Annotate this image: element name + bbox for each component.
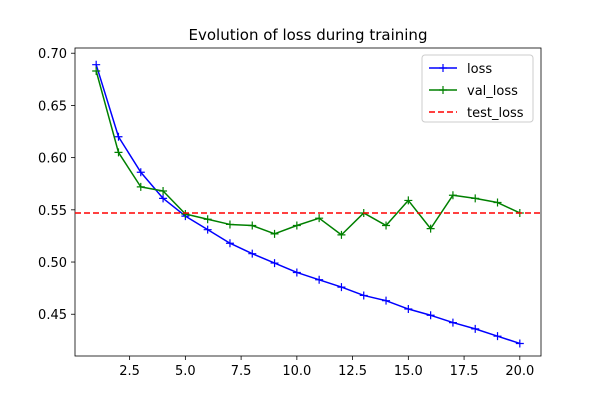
data-point [493, 332, 502, 341]
legend-item: test_loss [429, 106, 524, 121]
data-point [114, 132, 123, 141]
x-tick-label: 7.5 [231, 364, 252, 379]
y-tick-label: 0.60 [38, 152, 67, 167]
data-point [448, 191, 457, 200]
x-tick-label: 12.5 [338, 364, 367, 379]
data-point [225, 220, 234, 229]
data-point [92, 66, 101, 75]
data-point [404, 305, 413, 314]
data-point [248, 249, 257, 258]
legend-item: val_loss [429, 84, 518, 99]
data-point [203, 225, 212, 234]
legend-label: val_loss [467, 84, 518, 99]
data-point [359, 291, 368, 300]
y-tick-label: 0.45 [38, 308, 67, 323]
data-point [136, 168, 145, 177]
data-point [292, 221, 301, 230]
plot-frame [74, 47, 542, 357]
data-point [292, 268, 301, 277]
legend-item: loss [429, 62, 492, 77]
data-point [426, 311, 435, 320]
x-tick-label: 5.0 [175, 364, 196, 379]
data-point [203, 215, 212, 224]
data-point [382, 296, 391, 305]
legend-marker [439, 86, 447, 94]
data-point [471, 324, 480, 333]
data-point [448, 318, 457, 327]
series-loss [92, 60, 524, 348]
y-tick-label: 0.55 [38, 204, 67, 219]
data-point [270, 259, 279, 268]
series-line [95, 70, 521, 236]
data-point [225, 239, 234, 248]
legend-label: test_loss [467, 106, 524, 121]
data-point [159, 187, 168, 196]
chart-title: Evolution of loss during training [189, 26, 428, 44]
data-point [382, 221, 391, 230]
data-point [404, 196, 413, 205]
legend: loss val_loss test_loss [421, 54, 534, 123]
data-point [270, 229, 279, 238]
x-tick-label: 2.5 [119, 364, 140, 379]
data-point [315, 214, 324, 223]
data-point [337, 283, 346, 292]
legend-label: loss [467, 62, 492, 77]
x-tick-label: 10.0 [282, 364, 311, 379]
x-tick-label: 15.0 [394, 364, 423, 379]
data-point [337, 230, 346, 239]
data-point [114, 148, 123, 157]
data-point [515, 339, 524, 348]
series-layer [75, 60, 541, 348]
legend-marker [439, 64, 447, 72]
y-tick-label: 0.70 [38, 47, 67, 62]
data-point [136, 182, 145, 191]
data-point [159, 194, 168, 203]
x-tick-label: 20.0 [505, 364, 534, 379]
data-point [248, 221, 257, 230]
y-tick-label: 0.50 [38, 256, 67, 271]
data-point [493, 198, 502, 207]
axes-layer: 2.5 5.0 7.5 10.0 12.5 15.0 17.5 20.0 0.45 0.50 0.5… [38, 47, 542, 379]
data-point [181, 210, 190, 219]
data-point [471, 194, 480, 203]
legend-box [421, 54, 534, 123]
series-line [95, 64, 521, 345]
data-point [315, 275, 324, 284]
x-tick-label: 17.5 [450, 364, 479, 379]
y-tick-label: 0.65 [38, 99, 67, 114]
data-point [426, 224, 435, 233]
